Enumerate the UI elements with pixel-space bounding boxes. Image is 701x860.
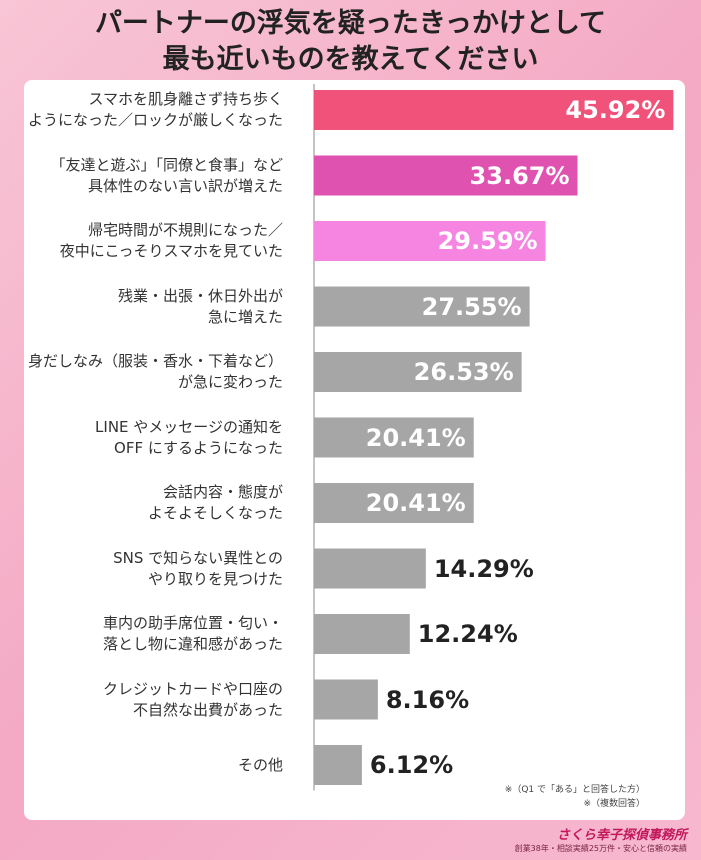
- value-label-9: 8.16%: [385, 685, 470, 714]
- bar-10: [314, 745, 362, 785]
- category-label-line: OFF にするようになった: [114, 438, 283, 457]
- category-label-line: 落とし物に違和感があった: [102, 635, 283, 653]
- category-label-1: 「友達と遊ぶ」「同僚と食事」など具体性のない言い訳が増えた: [13, 155, 283, 197]
- bar-9: [314, 679, 378, 720]
- brand-tagline: 創業38年・相談実績25万件・安心と信頼の実績: [514, 844, 687, 853]
- chart-title: パートナーの浮気を疑ったきっかけとして 最も近いものを教えてください: [0, 6, 701, 78]
- value-label-2: 29.59%: [437, 227, 538, 255]
- category-label-5: LINE やメッセージの通知を OFF にするようになった: [13, 417, 283, 459]
- category-label-0: スマホを肌身離さず持ち歩くようになった／ロックが厳しくなった: [13, 89, 283, 131]
- title-line-2: 最も近いものを教えてください: [162, 44, 539, 75]
- value-label-0: 45.92%: [565, 96, 666, 124]
- value-label-6: 20.41%: [365, 489, 466, 517]
- category-label-9: クレジットカードや口座の不自然な出費があった: [13, 679, 283, 721]
- bar-chart: [313, 84, 674, 791]
- value-label-5: 20.41%: [365, 423, 466, 452]
- category-label-line: LINE やメッセージの通知を: [95, 417, 283, 436]
- category-label-6: 会話内容・態度がよそよそしくなった: [13, 482, 283, 524]
- bar-1: [314, 155, 578, 196]
- bar-3: [314, 286, 530, 327]
- category-label-line: SNS で知らない異性との: [113, 548, 283, 567]
- value-label-7: 14.29%: [433, 554, 534, 583]
- chart-card: スマホを肌身離さず持ち歩くようになった／ロックが厳しくなった 45.92% 「友達と…: [24, 80, 685, 820]
- value-label-3: 27.55%: [421, 292, 522, 321]
- category-label-line: 帰宅時間が不規則になった／: [87, 221, 283, 239]
- bar-7: [314, 548, 426, 589]
- category-label-line: 身だしなみ（服装・香水・下着など）: [27, 352, 283, 370]
- bar-8: [314, 614, 410, 654]
- brand-logo: さくら幸子探偵事務所 創業38年・相談実績25万件・安心と信頼の実績: [515, 824, 687, 854]
- category-label-2: 帰宅時間が不規則になった／ 夜中にこっそりスマホを見ていた: [13, 220, 283, 262]
- bar-2: [314, 221, 546, 261]
- category-label-line: 具体性のない言い訳が増えた: [87, 176, 283, 195]
- value-label-1: 33.67%: [469, 161, 570, 190]
- value-label-4: 26.53%: [413, 358, 514, 386]
- title-line-1: パートナーの浮気を疑ったきっかけとして: [94, 8, 607, 39]
- bar-0: [314, 90, 674, 130]
- category-label-line: が急に変わった: [177, 373, 283, 391]
- category-label-line: やり取りを見つけた: [147, 569, 283, 588]
- brand-name: さくら幸子探偵事務所: [556, 828, 687, 843]
- category-label-line: クレジットカードや口座の: [102, 679, 283, 698]
- category-label-8: 車内の助手席位置・匂い・ 落とし物に違和感があった: [13, 613, 283, 655]
- value-label-8: 12.24%: [417, 620, 518, 648]
- category-label-line: 不自然な出費があった: [132, 700, 283, 719]
- category-label-line: 車内の助手席位置・匂い・: [102, 614, 283, 632]
- category-label-line: スマホを肌身離さず持ち歩く: [88, 90, 283, 108]
- category-label-10: その他: [13, 755, 283, 776]
- value-label-10: 6.12%: [369, 751, 454, 779]
- category-label-line: その他: [237, 755, 283, 774]
- bar-4: [314, 352, 522, 392]
- category-label-line: 残業・出張・休日外出が: [117, 286, 283, 305]
- category-label-line: ようになった／ロックが厳しくなった: [27, 111, 283, 129]
- category-label-7: SNS で知らない異性とのやり取りを見つけた: [13, 548, 283, 590]
- note-multiple: ※（複数回答）: [583, 799, 645, 809]
- category-label-line: 「友達と遊ぶ」「同僚と食事」など: [50, 155, 283, 174]
- category-label-4: 身だしなみ（服装・香水・下着など） が急に変わった: [13, 351, 283, 393]
- bar-6: [314, 483, 474, 523]
- category-label-line: よそよそしくなった: [147, 504, 283, 522]
- category-label-line: 夜中にこっそりスマホを見ていた: [59, 242, 283, 260]
- category-label-3: 残業・出張・休日外出が急に増えた: [13, 286, 283, 328]
- bar-5: [314, 417, 474, 458]
- category-label-line: 会話内容・態度が: [162, 483, 283, 501]
- note-respondents: ※（Q1 で「ある」と回答した方）: [504, 785, 645, 795]
- category-label-line: 急に増えた: [207, 307, 283, 326]
